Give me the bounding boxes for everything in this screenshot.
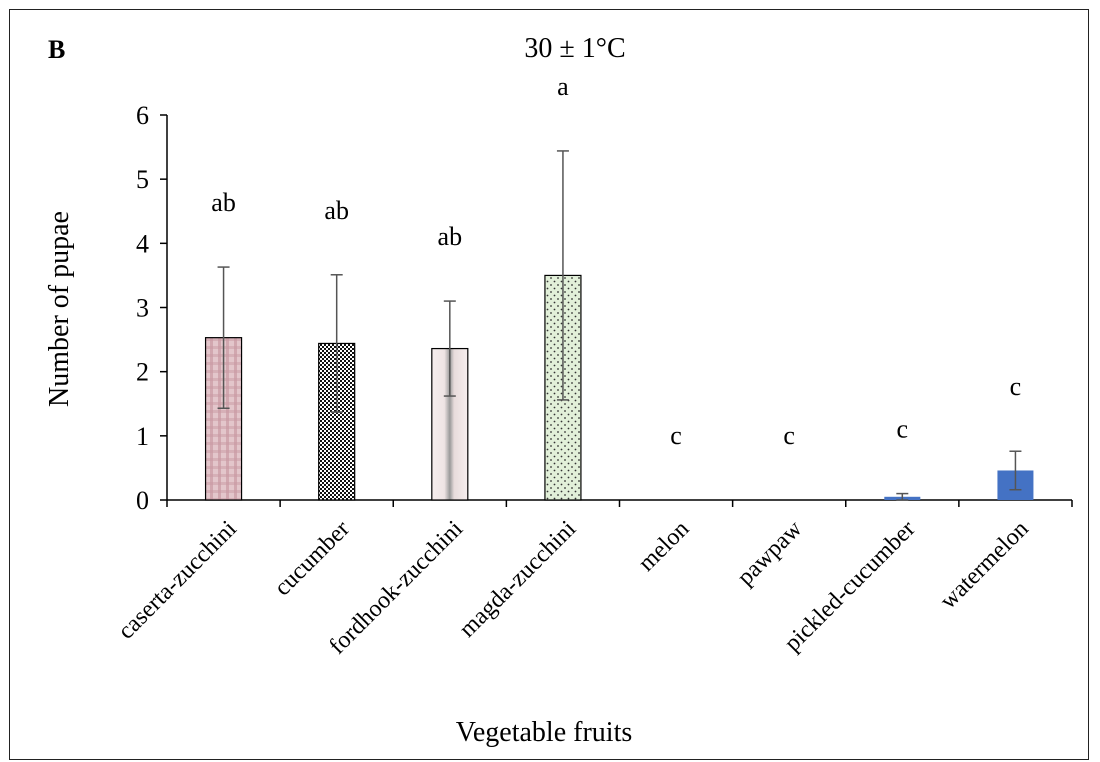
x-tick-label-caserta-zucchini: caserta-zucchini: [113, 516, 242, 645]
x-tick-label-watermelon: watermelon: [935, 516, 1033, 614]
y-axis-label: Number of pupae: [44, 211, 75, 407]
y-tick-label: 4: [136, 229, 149, 258]
y-tick-label: 6: [136, 101, 149, 130]
significance-letter-melon: c: [670, 421, 682, 450]
y-tick-label: 5: [136, 165, 149, 194]
figure-frame: B 30 ± 1°C Number of pupae Vegetable fru…: [9, 9, 1089, 760]
y-tick-label: 2: [136, 358, 149, 387]
panel-label: B: [48, 35, 65, 64]
bar-chart: B 30 ± 1°C Number of pupae Vegetable fru…: [44, 33, 1073, 748]
significance-letter-watermelon: c: [1010, 372, 1022, 401]
x-tick-label-pawpaw: pawpaw: [732, 515, 807, 590]
significance-letter-fordhook-zucchini: ab: [438, 222, 463, 251]
chart-title: 30 ± 1°C: [524, 33, 625, 64]
significance-letter-caserta-zucchini: ab: [211, 188, 236, 217]
y-tick-label: 0: [136, 486, 149, 515]
x-axis-label: Vegetable fruits: [456, 717, 633, 748]
significance-letter-pickled-cucumber: c: [897, 415, 909, 444]
significance-letter-magda-zucchini: a: [557, 72, 569, 101]
x-tick-label-magda-zucchini: magda-zucchini: [454, 516, 581, 643]
plot-area: 0123456abcaserta-zucchiniabcucumberabfor…: [113, 72, 1073, 660]
significance-letter-cucumber: ab: [324, 196, 349, 225]
x-tick-label-melon: melon: [633, 516, 694, 577]
y-tick-label: 3: [136, 294, 149, 323]
x-tick-label-cucumber: cucumber: [270, 516, 355, 601]
y-tick-label: 1: [136, 422, 149, 451]
significance-letter-pawpaw: c: [783, 421, 795, 450]
